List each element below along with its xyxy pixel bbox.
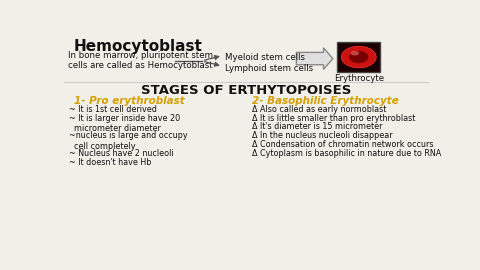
Text: Δ In the nucleus nucleoli disappear: Δ In the nucleus nucleoli disappear xyxy=(252,131,393,140)
Text: ~ It is larger inside have 20
  micrometer diameter: ~ It is larger inside have 20 micrometer… xyxy=(69,114,180,133)
Text: Δ It's diameter is 15 micrometer: Δ It's diameter is 15 micrometer xyxy=(252,123,383,131)
Text: STAGES OF ERTHYTOPOISES: STAGES OF ERTHYTOPOISES xyxy=(141,84,351,97)
Text: Δ Also called as early normoblast: Δ Also called as early normoblast xyxy=(252,105,386,114)
Text: 1- Pro erythroblast: 1- Pro erythroblast xyxy=(74,96,185,106)
Text: ~ It is 1st cell derived: ~ It is 1st cell derived xyxy=(69,105,157,114)
Ellipse shape xyxy=(349,51,368,63)
Text: ~nucleus is large and occupy
  cell completely: ~nucleus is large and occupy cell comple… xyxy=(69,131,188,151)
Text: Lymphoid stem cells: Lymphoid stem cells xyxy=(225,64,313,73)
Text: ~ It doesn't have Hb: ~ It doesn't have Hb xyxy=(69,158,152,167)
Text: 2- Basophilic Erythrocyte: 2- Basophilic Erythrocyte xyxy=(252,96,399,106)
Ellipse shape xyxy=(341,46,376,68)
Text: Erythrocyte: Erythrocyte xyxy=(334,74,384,83)
Text: Δ Condensation of chromatin network occurs: Δ Condensation of chromatin network occu… xyxy=(252,140,434,149)
Text: Myeloid stem cells: Myeloid stem cells xyxy=(225,53,305,62)
Polygon shape xyxy=(296,48,333,69)
Text: Hemocytoblast: Hemocytoblast xyxy=(74,39,203,53)
Bar xyxy=(337,42,380,72)
Ellipse shape xyxy=(350,51,359,56)
Text: Δ It is little smaller than pro erythroblast: Δ It is little smaller than pro erythrob… xyxy=(252,114,416,123)
Text: In bone marrow, pluripotent stem
cells are called as Hemocytoblast: In bone marrow, pluripotent stem cells a… xyxy=(68,51,213,70)
Text: Δ Cytoplasm is basophilic in nature due to RNA: Δ Cytoplasm is basophilic in nature due … xyxy=(252,149,442,158)
Text: ~ Nucleus have 2 nucleoli: ~ Nucleus have 2 nucleoli xyxy=(69,149,174,158)
